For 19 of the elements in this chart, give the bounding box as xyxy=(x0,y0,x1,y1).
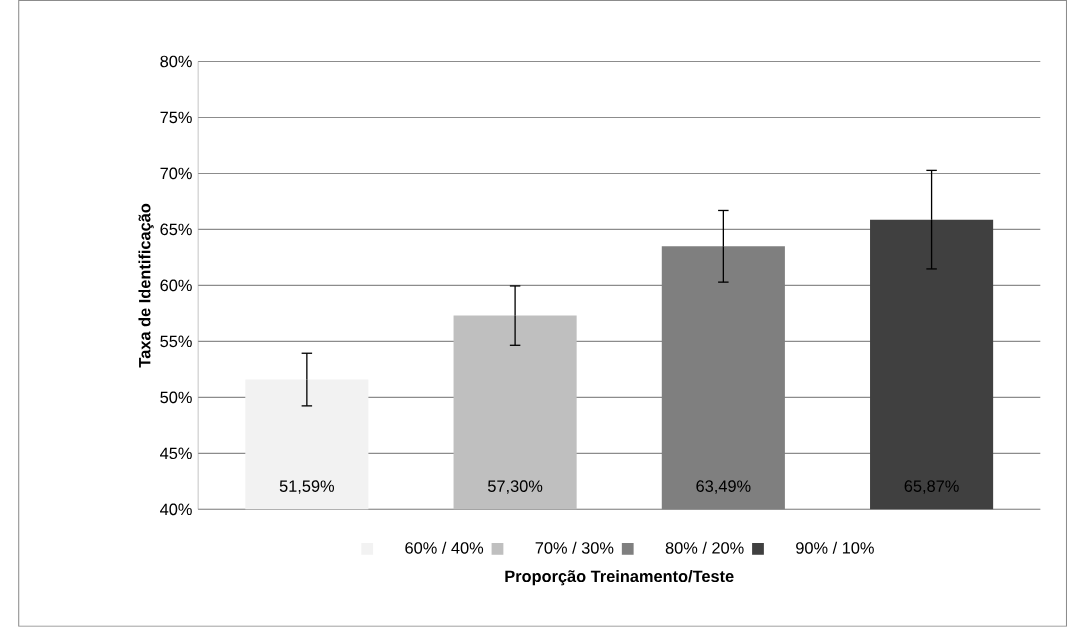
data-label: 65,87% xyxy=(904,480,959,494)
y-tick-label: 55% xyxy=(160,335,192,348)
legend-label: 90% / 10% xyxy=(796,541,874,554)
x-axis-title: Proporção Treinamento/Teste xyxy=(505,570,734,586)
data-label: 63,49% xyxy=(696,480,751,494)
y-tick-label: 50% xyxy=(160,391,192,404)
y-tick-label: 80% xyxy=(160,55,192,68)
y-tick-label: 70% xyxy=(160,167,192,180)
data-label: 57,30% xyxy=(487,480,543,494)
legend-label: 60% / 40% xyxy=(405,541,484,554)
legend-label: 80% / 20% xyxy=(665,541,744,554)
y-tick-label: 40% xyxy=(160,503,192,516)
y-tick-label: 75% xyxy=(160,111,192,124)
y-tick-label: 65% xyxy=(160,223,192,236)
y-axis-title: Taxa de Identificação xyxy=(138,203,154,368)
legend-label: 70% / 30% xyxy=(535,541,614,554)
y-tick-label: 60% xyxy=(160,279,192,292)
data-label: 51,59% xyxy=(279,480,335,494)
y-tick-label: 45% xyxy=(160,447,192,460)
